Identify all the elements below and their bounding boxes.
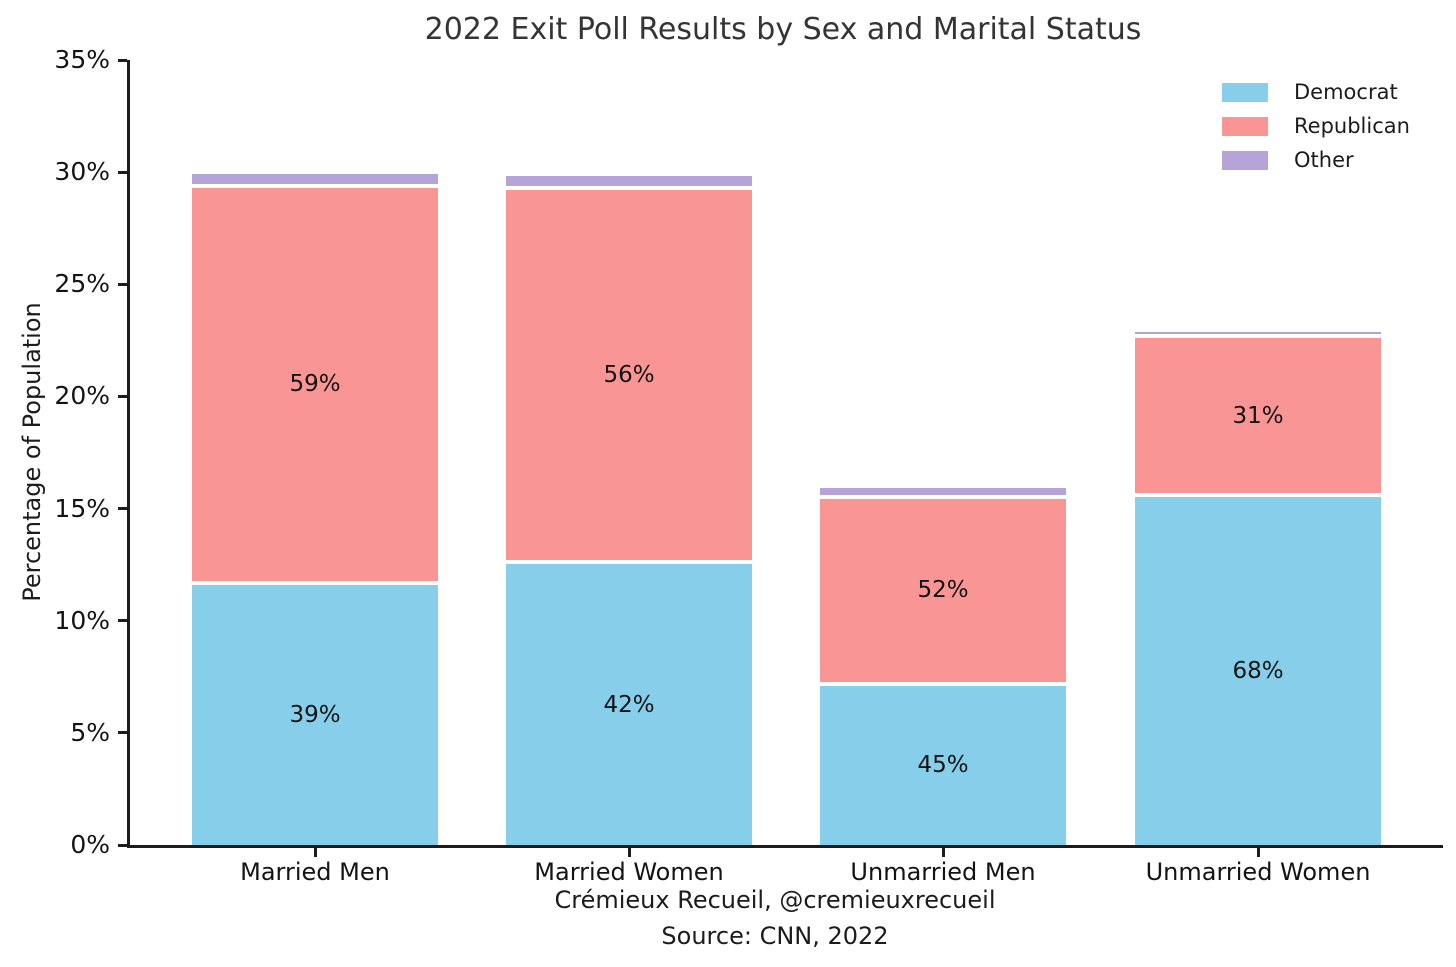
bar-segment-democrat-1: 42%: [504, 562, 754, 845]
x-tick-label-unmarried-men: Unmarried Men: [850, 858, 1036, 886]
y-tick-label: 15%: [54, 493, 110, 523]
y-tick-mark: [118, 619, 127, 623]
y-tick-mark: [118, 58, 127, 62]
y-tick-mark: [118, 843, 127, 847]
x-axis-label-source: Source: CNN, 2022: [661, 922, 889, 950]
bar-segment-democrat-2: 45%: [818, 683, 1068, 845]
x-axis-label-attribution: Crémieux Recueil, @cremieuxrecueil: [554, 886, 996, 914]
bar-segment-value-label: 31%: [1232, 402, 1284, 429]
y-axis-label: Percentage of Population: [18, 302, 46, 602]
bar-segment-republican-0: 59%: [190, 185, 440, 583]
bar-segment-other-3: [1133, 330, 1383, 336]
legend-item-democrat: Democrat: [1222, 75, 1410, 109]
bar-segment-value-label: 39%: [289, 701, 341, 728]
x-tick-label-married-women: Married Women: [534, 858, 724, 886]
y-tick-mark: [118, 731, 127, 735]
bar-segment-value-label: 45%: [917, 752, 969, 779]
bar-segment-other-2: [818, 486, 1068, 498]
bar-segment-democrat-3: 68%: [1133, 495, 1383, 845]
y-tick-label: 0%: [70, 830, 110, 859]
bar-segment-value-label: 56%: [603, 362, 655, 389]
legend-swatch-icon: [1222, 116, 1268, 136]
bar-segment-republican-3: 31%: [1133, 335, 1383, 496]
legend: Democrat Republican Other: [1222, 75, 1410, 177]
x-tick-mark: [627, 848, 631, 857]
y-tick-label: 10%: [54, 605, 110, 635]
bar-segment-value-label: 59%: [289, 371, 341, 398]
legend-swatch-icon: [1222, 150, 1268, 170]
y-tick-label: 20%: [54, 381, 110, 411]
bar-segment-value-label: 68%: [1232, 658, 1284, 685]
y-tick-label: 35%: [54, 45, 110, 74]
legend-label: Other: [1294, 148, 1354, 172]
legend-label: Republican: [1294, 114, 1410, 138]
x-tick-label-married-men: Married Men: [240, 858, 390, 886]
y-tick-mark: [118, 394, 127, 398]
bar-segment-republican-2: 52%: [818, 497, 1068, 684]
legend-label: Democrat: [1294, 80, 1398, 104]
bar-segment-value-label: 52%: [917, 577, 969, 604]
legend-item-republican: Republican: [1222, 109, 1410, 143]
y-tick-label: 5%: [70, 717, 110, 747]
x-tick-label-unmarried-women: Unmarried Women: [1145, 858, 1371, 886]
y-tick-label: 25%: [54, 269, 110, 299]
legend-item-other: Other: [1222, 143, 1410, 177]
bar-segment-democrat-0: 39%: [190, 582, 440, 845]
y-tick-mark: [118, 282, 127, 286]
y-tick-label: 30%: [54, 157, 110, 187]
y-tick-mark: [118, 507, 127, 511]
plot-area: 0% 5% 10% 15% 20% 25% 30% 35% 39% 59% Married Men 4…: [54, 45, 1443, 886]
chart-title: 2022 Exit Poll Results by Sex and Marita…: [424, 12, 1142, 47]
bar-segment-value-label: 42%: [603, 691, 655, 718]
y-tick-mark: [118, 170, 127, 174]
x-tick-mark: [313, 848, 317, 857]
bar-segment-other-0: [190, 172, 440, 186]
x-tick-mark: [1256, 848, 1260, 857]
legend-swatch-icon: [1222, 82, 1268, 102]
bar-segment-republican-1: 56%: [504, 187, 754, 563]
bar-segment-other-1: [504, 174, 754, 188]
x-tick-mark: [941, 848, 945, 857]
